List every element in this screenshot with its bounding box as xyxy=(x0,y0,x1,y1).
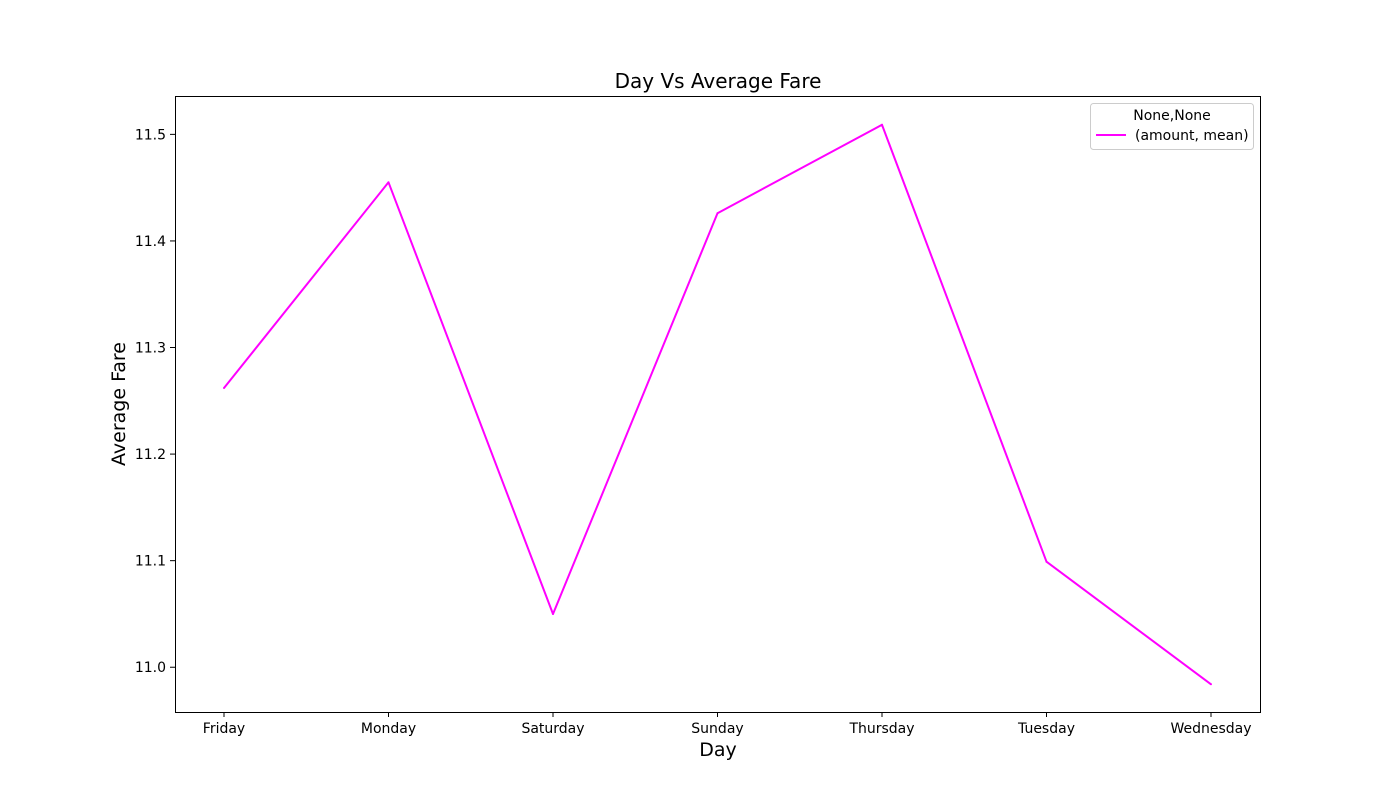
chart-title: Day Vs Average Fare xyxy=(615,69,822,93)
plot-area xyxy=(175,96,1261,713)
y-tick-label: 11.0 xyxy=(135,660,166,676)
x-axis-label: Day xyxy=(699,739,737,761)
y-tick-label: 11.3 xyxy=(135,341,166,357)
x-tick-label: Saturday xyxy=(521,721,584,737)
legend-series-label: (amount, mean) xyxy=(1135,128,1249,144)
data-point xyxy=(1210,683,1212,686)
x-tick-label: Thursday xyxy=(848,721,914,737)
y-tick-label: 11.5 xyxy=(135,127,166,143)
x-tick-label: Tuesday xyxy=(1017,721,1075,737)
x-tick-label: Friday xyxy=(203,721,245,737)
data-point xyxy=(881,123,883,126)
y-axis: 11.0 11.1 11.2 11.3 11.4 11.5 xyxy=(135,127,175,676)
data-point xyxy=(1045,560,1048,563)
data-point xyxy=(716,212,719,215)
x-tick-label: Monday xyxy=(361,721,416,737)
y-tick-label: 11.1 xyxy=(135,554,166,570)
legend-title: None,None xyxy=(1133,108,1211,124)
legend: None,None (amount, mean) xyxy=(1090,103,1254,150)
x-tick-label: Sunday xyxy=(691,721,743,737)
data-point xyxy=(387,181,390,184)
x-tick-label: Wednesday xyxy=(1170,721,1251,737)
data-point xyxy=(552,612,554,615)
x-axis: Friday Monday Saturday Sunday Thursday Tuesda… xyxy=(203,712,1252,737)
y-tick-label: 11.4 xyxy=(135,234,166,250)
y-tick-label: 11.2 xyxy=(135,447,166,463)
series-layer xyxy=(223,123,1212,686)
legend-box xyxy=(1090,103,1254,150)
data-point xyxy=(223,387,225,390)
y-axis-label: Average Fare xyxy=(108,342,130,466)
series-line xyxy=(223,123,1212,686)
